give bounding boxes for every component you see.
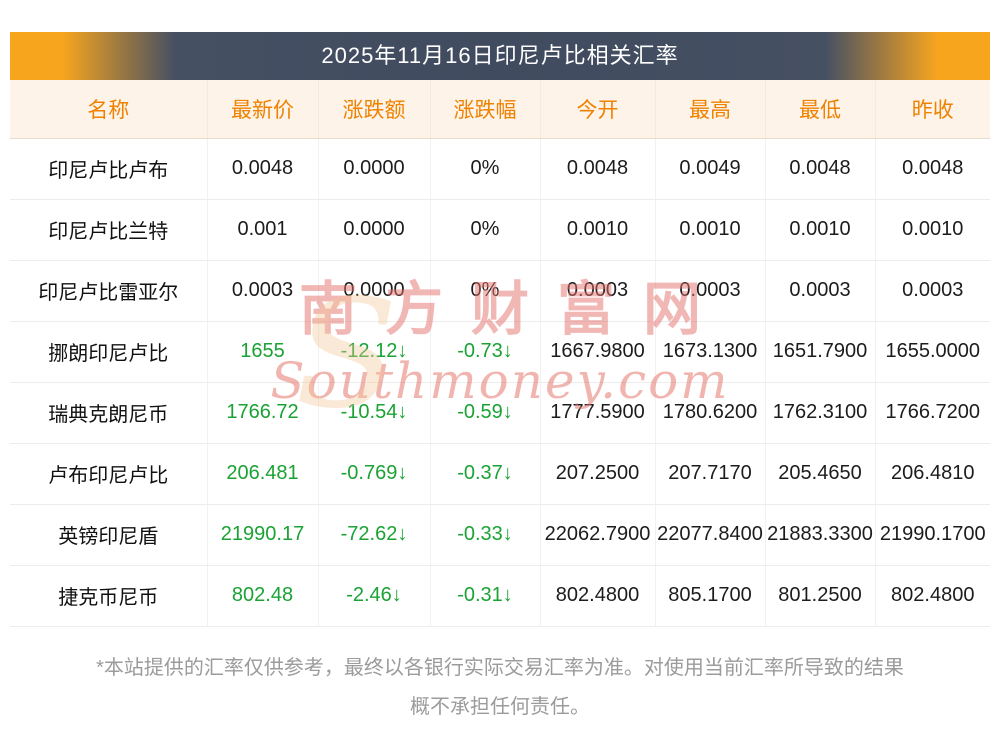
header-row: 名称 最新价 涨跌额 涨跌幅 今开 最高 最低 昨收 <box>10 80 990 139</box>
cell-latest: 0.0003 <box>207 260 319 322</box>
cell-low: 0.0048 <box>765 138 876 200</box>
cell-change: 0.0000 <box>318 260 431 322</box>
cell-open: 207.2500 <box>540 443 656 505</box>
cell-name: 印尼卢比兰特 <box>10 199 208 261</box>
disclaimer: *本站提供的汇率仅供参考，最终以各银行实际交易汇率为准。对使用当前汇率所导致的结… <box>10 649 990 727</box>
cell-name: 挪朗印尼卢比 <box>10 321 208 383</box>
cell-high: 207.7170 <box>655 443 766 505</box>
cell-pct: -0.33↓ <box>430 504 541 566</box>
cell-low: 21883.3300 <box>765 504 876 566</box>
cell-latest: 0.001 <box>207 199 319 261</box>
cell-pct: -0.59↓ <box>430 382 541 444</box>
rates-table: 名称 最新价 涨跌额 涨跌幅 今开 最高 最低 昨收 印尼卢比卢布 0.0048… <box>10 80 990 627</box>
cell-prev: 1655.0000 <box>875 321 990 383</box>
rates-table-body: 印尼卢比卢布 0.0048 0.0000 0% 0.0048 0.0049 0.… <box>10 138 990 627</box>
cell-prev: 206.4810 <box>875 443 990 505</box>
disclaimer-line-1: *本站提供的汇率仅供参考，最终以各银行实际交易汇率为准。对使用当前汇率所导致的结… <box>96 656 904 679</box>
cell-latest: 1655 <box>207 321 319 383</box>
cell-name: 卢布印尼卢比 <box>10 443 208 505</box>
cell-pct: 0% <box>430 138 541 200</box>
cell-low: 1651.7900 <box>765 321 876 383</box>
table-row: 印尼卢比卢布 0.0048 0.0000 0% 0.0048 0.0049 0.… <box>10 138 990 200</box>
cell-name: 瑞典克朗尼币 <box>10 382 208 444</box>
cell-prev: 0.0003 <box>875 260 990 322</box>
cell-open: 802.4800 <box>540 565 656 627</box>
cell-pct: -0.31↓ <box>430 565 541 627</box>
table-row: 瑞典克朗尼币 1766.72 -10.54↓ -0.59↓ 1777.5900 … <box>10 382 990 444</box>
disclaimer-line-2: 概不承担任何责任。 <box>410 695 590 718</box>
cell-prev: 0.0010 <box>875 199 990 261</box>
table-row: 印尼卢比兰特 0.001 0.0000 0% 0.0010 0.0010 0.0… <box>10 199 990 261</box>
cell-high: 0.0010 <box>655 199 766 261</box>
title-bar: 2025年11月16日印尼卢比相关汇率 <box>10 32 990 80</box>
cell-name: 捷克币尼币 <box>10 565 208 627</box>
cell-high: 0.0003 <box>655 260 766 322</box>
cell-change: -72.62↓ <box>318 504 431 566</box>
cell-low: 0.0003 <box>765 260 876 322</box>
cell-low: 0.0010 <box>765 199 876 261</box>
cell-open: 0.0003 <box>540 260 656 322</box>
cell-name: 印尼卢比雷亚尔 <box>10 260 208 322</box>
cell-high: 1780.6200 <box>655 382 766 444</box>
cell-change: -2.46↓ <box>318 565 431 627</box>
table-row: 卢布印尼卢比 206.481 -0.769↓ -0.37↓ 207.2500 2… <box>10 443 990 505</box>
table-row: 挪朗印尼卢比 1655 -12.12↓ -0.73↓ 1667.9800 167… <box>10 321 990 383</box>
cell-pct: -0.37↓ <box>430 443 541 505</box>
cell-latest: 1766.72 <box>207 382 319 444</box>
table-row: 英镑印尼盾 21990.17 -72.62↓ -0.33↓ 22062.7900… <box>10 504 990 566</box>
cell-prev: 21990.1700 <box>875 504 990 566</box>
col-header-pct: 涨跌幅 <box>430 80 541 139</box>
col-header-open: 今开 <box>540 80 656 139</box>
cell-pct: 0% <box>430 260 541 322</box>
cell-latest: 0.0048 <box>207 138 319 200</box>
cell-pct: 0% <box>430 199 541 261</box>
cell-high: 1673.1300 <box>655 321 766 383</box>
cell-open: 0.0010 <box>540 199 656 261</box>
col-header-latest: 最新价 <box>207 80 319 139</box>
cell-low: 801.2500 <box>765 565 876 627</box>
cell-prev: 0.0048 <box>875 138 990 200</box>
cell-low: 205.4650 <box>765 443 876 505</box>
cell-name: 印尼卢比卢布 <box>10 138 208 200</box>
cell-change: 0.0000 <box>318 138 431 200</box>
cell-high: 0.0049 <box>655 138 766 200</box>
col-header-change: 涨跌额 <box>318 80 431 139</box>
cell-name: 英镑印尼盾 <box>10 504 208 566</box>
col-header-prev: 昨收 <box>875 80 990 139</box>
col-header-low: 最低 <box>765 80 876 139</box>
page: 2025年11月16日印尼卢比相关汇率 名称 最新价 涨跌额 涨跌幅 今开 最高… <box>10 0 990 727</box>
cell-open: 0.0048 <box>540 138 656 200</box>
cell-prev: 1766.7200 <box>875 382 990 444</box>
cell-latest: 21990.17 <box>207 504 319 566</box>
page-title: 2025年11月16日印尼卢比相关汇率 <box>321 43 679 68</box>
table-row: 捷克币尼币 802.48 -2.46↓ -0.31↓ 802.4800 805.… <box>10 565 990 627</box>
cell-latest: 206.481 <box>207 443 319 505</box>
table-row: 印尼卢比雷亚尔 0.0003 0.0000 0% 0.0003 0.0003 0… <box>10 260 990 322</box>
cell-open: 1667.9800 <box>540 321 656 383</box>
cell-pct: -0.73↓ <box>430 321 541 383</box>
cell-change: -12.12↓ <box>318 321 431 383</box>
cell-low: 1762.3100 <box>765 382 876 444</box>
cell-change: -0.769↓ <box>318 443 431 505</box>
cell-high: 805.1700 <box>655 565 766 627</box>
col-header-name: 名称 <box>10 80 208 139</box>
cell-high: 22077.8400 <box>655 504 766 566</box>
cell-change: -10.54↓ <box>318 382 431 444</box>
cell-prev: 802.4800 <box>875 565 990 627</box>
cell-open: 1777.5900 <box>540 382 656 444</box>
col-header-high: 最高 <box>655 80 766 139</box>
cell-latest: 802.48 <box>207 565 319 627</box>
rates-table-header: 名称 最新价 涨跌额 涨跌幅 今开 最高 最低 昨收 <box>10 80 990 139</box>
cell-change: 0.0000 <box>318 199 431 261</box>
cell-open: 22062.7900 <box>540 504 656 566</box>
